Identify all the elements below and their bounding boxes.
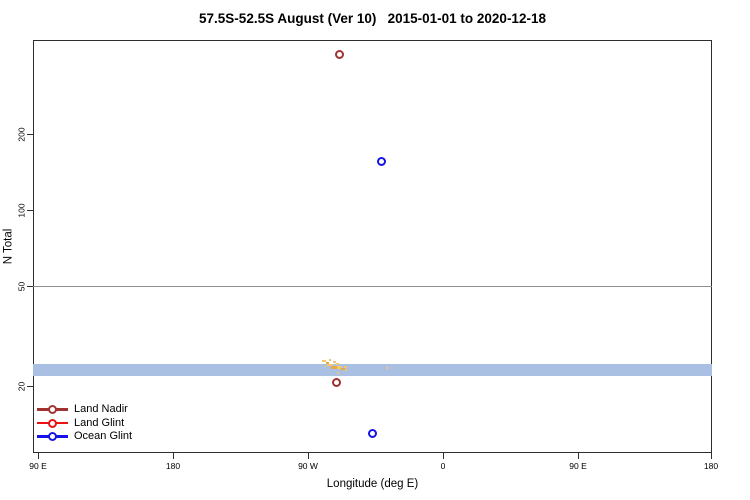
x-axis-title: Longitude (deg E) [326, 478, 419, 490]
y-tick-label: 200 [16, 127, 27, 142]
map-land-patch [329, 359, 331, 361]
x-tick [577, 453, 579, 459]
map-land-patch [386, 367, 388, 369]
chart-title: 57.5S-52.5S August (Ver 10) 2015-01-01 t… [199, 11, 546, 26]
map-ocean-band [33, 364, 712, 377]
legend-marker-circle-land-nadir [48, 405, 57, 414]
y-tick [27, 134, 33, 136]
plot-area [33, 40, 712, 453]
map-land-patch [344, 366, 347, 368]
legend-label-land-glint: Land Glint [74, 416, 125, 429]
data-point-ocean-glint [377, 156, 386, 166]
y-tick [27, 285, 33, 287]
legend-marker-circle-ocean-glint [48, 432, 57, 441]
map-land-patch [336, 363, 339, 365]
x-tick-label: 90 E [29, 461, 47, 471]
reference-line-50 [33, 285, 712, 287]
x-tick [710, 453, 712, 459]
y-tick-label: 20 [16, 381, 27, 392]
y-tick-label: 100 [16, 203, 27, 218]
map-land-patch [341, 368, 345, 370]
map-land-patch [324, 366, 326, 367]
x-tick [37, 453, 39, 459]
map-land-patch [345, 369, 347, 371]
map-land-patch [333, 361, 336, 363]
map-land-patch [326, 362, 329, 364]
data-point-ocean-glint [368, 429, 377, 439]
x-tick-label: 180 [703, 461, 719, 471]
map-land-patch [337, 366, 342, 369]
x-tick-label: 0 [440, 461, 446, 471]
data-point-land-nadir [335, 49, 344, 59]
x-tick [307, 453, 309, 459]
y-axis-title: N Total [2, 228, 15, 265]
y-tick-label: 50 [16, 281, 27, 292]
x-tick-label: 90 W [298, 461, 318, 471]
x-tick-label: 180 [165, 461, 181, 471]
x-tick [172, 453, 174, 459]
legend-marker-circle-land-glint [48, 418, 57, 428]
data-point-land-nadir [332, 377, 341, 387]
map-land-patch [331, 366, 337, 369]
map-land-patch [322, 360, 326, 362]
map-land-patch [337, 372, 339, 374]
y-tick [27, 210, 33, 212]
x-tick-label: 90 E [569, 461, 587, 471]
y-tick [27, 386, 33, 388]
x-tick [442, 453, 444, 459]
legend-label-land-nadir: Land Nadir [74, 403, 128, 415]
map-land-patch [327, 364, 333, 366]
legend-label-ocean-glint: Ocean Glint [74, 430, 133, 442]
